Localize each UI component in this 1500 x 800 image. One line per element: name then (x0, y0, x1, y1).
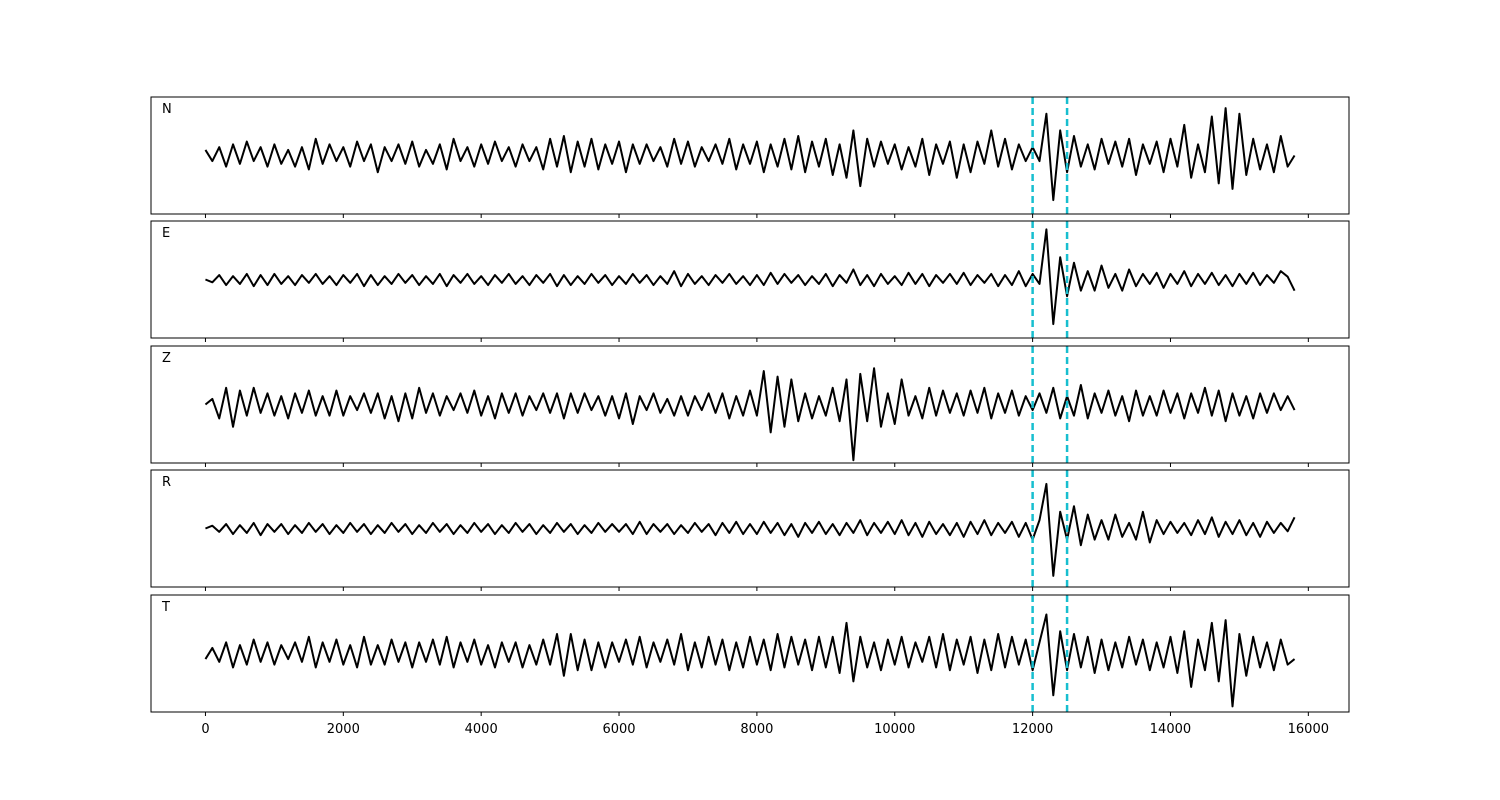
trace (204, 107, 1296, 202)
panel-frame (150, 220, 1350, 339)
x-tick-label: 10000 (874, 722, 915, 737)
panel-label: Z (162, 351, 171, 366)
x-tick-label: 12000 (1012, 722, 1053, 737)
x-tick-label: 4000 (465, 722, 498, 737)
panel-frame (150, 345, 1350, 464)
trace (205, 482, 1296, 577)
panel-label: N (162, 102, 172, 117)
x-tick-label: 2000 (327, 722, 360, 737)
panel-frame (150, 469, 1350, 588)
x-tick-label: 8000 (740, 722, 773, 737)
x-tick-label: 14000 (1150, 722, 1191, 737)
panel-label: T (161, 600, 170, 615)
panel-frame (150, 594, 1350, 713)
x-tick-label: 16000 (1288, 722, 1329, 737)
panel-frame (150, 96, 1350, 215)
x-tick-label: 0 (201, 722, 209, 737)
panel-label: E (162, 226, 170, 241)
trace (204, 367, 1296, 462)
trace (204, 613, 1296, 708)
panel-label: R (162, 475, 171, 490)
x-tick-label: 6000 (602, 722, 635, 737)
trace (205, 228, 1296, 326)
